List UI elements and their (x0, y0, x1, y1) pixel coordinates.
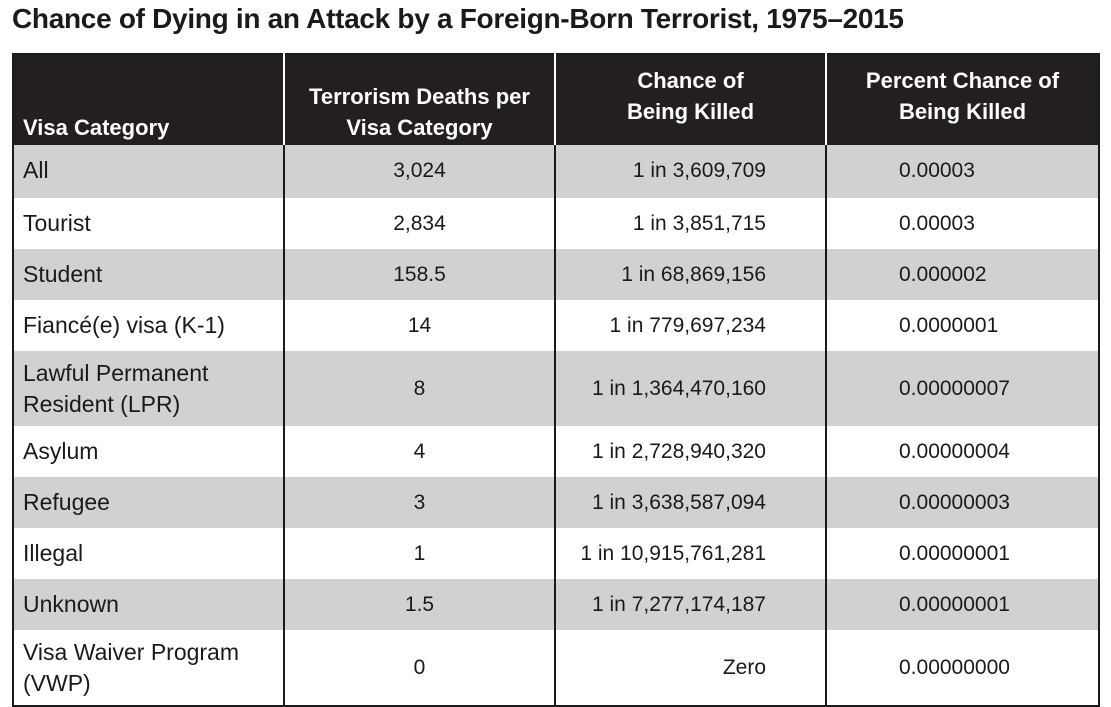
cell-percent: 0.00000004 (826, 426, 1099, 477)
header-percent-line2: Being Killed (898, 99, 1027, 124)
header-deaths-line2: Visa Category (346, 115, 493, 140)
cell-visa-category: All (13, 145, 285, 198)
header-row: Visa Category Terrorism Deaths per Visa … (13, 54, 1099, 145)
cell-visa-category-line2: Resident (LPR) (23, 390, 181, 417)
cell-percent: 0.000002 (826, 249, 1099, 300)
cell-chance: 1 in 3,638,587,094 (555, 477, 827, 528)
cell-percent: 0.00000001 (826, 528, 1099, 579)
cell-percent: 0.00000000 (826, 630, 1099, 706)
cell-percent: 0.00003 (826, 198, 1099, 249)
cell-chance: 1 in 3,851,715 (555, 198, 827, 249)
cell-chance: 1 in 1,364,470,160 (555, 351, 827, 426)
cell-percent: 0.00000003 (826, 477, 1099, 528)
cell-deaths: 14 (284, 300, 556, 351)
cell-chance: 1 in 68,869,156 (555, 249, 827, 300)
cell-visa-category-line1: Visa Waiver Program (23, 638, 240, 665)
header-chance-line2: Being Killed (626, 99, 755, 124)
cell-visa-category-line2: (VWP) (23, 669, 91, 696)
cell-deaths: 3,024 (284, 145, 556, 198)
cell-visa-category: Illegal (13, 528, 285, 579)
cell-deaths: 8 (284, 351, 556, 426)
table-row: Tourist 2,834 1 in 3,851,715 0.00003 (13, 198, 1099, 249)
cell-percent: 0.00000007 (826, 351, 1099, 426)
table-row: Refugee 3 1 in 3,638,587,094 0.00000003 (13, 477, 1099, 528)
table-row: Fiancé(e) visa (K-1) 14 1 in 779,697,234… (13, 300, 1099, 351)
header-percent-line1: Percent Chance of (865, 68, 1060, 93)
cell-visa-category: Unknown (13, 579, 285, 630)
cell-chance: Zero (555, 630, 827, 706)
table-row: All 3,024 1 in 3,609,709 0.00003 (13, 145, 1099, 198)
cell-chance: 1 in 779,697,234 (555, 300, 827, 351)
cell-deaths: 0 (284, 630, 556, 706)
cell-chance: 1 in 2,728,940,320 (555, 426, 827, 477)
page-title: Chance of Dying in an Attack by a Foreig… (12, 3, 904, 34)
table-row: Unknown 1.5 1 in 7,277,174,187 0.0000000… (13, 579, 1099, 630)
header-deaths-line1: Terrorism Deaths per (309, 84, 530, 109)
cell-deaths: 3 (284, 477, 556, 528)
cell-chance: 1 in 3,609,709 (555, 145, 827, 198)
header-visa-category-label: Visa Category (23, 115, 170, 140)
cell-percent: 0.00000001 (826, 579, 1099, 630)
cell-visa-category: Refugee (13, 477, 285, 528)
header-terrorism-deaths: Terrorism Deaths per Visa Category (284, 54, 556, 145)
cell-percent: 0.0000001 (826, 300, 1099, 351)
header-percent-chance: Percent Chance of Being Killed (826, 54, 1099, 145)
cell-visa-category: Tourist (13, 198, 285, 249)
terrorism-risk-table: Visa Category Terrorism Deaths per Visa … (12, 53, 1100, 707)
header-chance-line1: Chance of (637, 68, 744, 93)
cell-deaths: 1.5 (284, 579, 556, 630)
table-row: Illegal 1 1 in 10,915,761,281 0.00000001 (13, 528, 1099, 579)
cell-percent: 0.00003 (826, 145, 1099, 198)
table-row: Asylum 4 1 in 2,728,940,320 0.00000004 (13, 426, 1099, 477)
cell-visa-category-line1: Lawful Permanent (23, 359, 209, 386)
cell-deaths: 158.5 (284, 249, 556, 300)
cell-chance: 1 in 10,915,761,281 (555, 528, 827, 579)
cell-chance: 1 in 7,277,174,187 (555, 579, 827, 630)
table-body: All 3,024 1 in 3,609,709 0.00003 Tourist… (13, 145, 1099, 706)
table-header: Visa Category Terrorism Deaths per Visa … (13, 54, 1099, 145)
table-row: Lawful Permanent Resident (LPR) 8 1 in 1… (13, 351, 1099, 426)
terrorism-risk-table-container: Visa Category Terrorism Deaths per Visa … (12, 53, 1100, 707)
cell-visa-category: Student (13, 249, 285, 300)
cell-visa-category: Lawful Permanent Resident (LPR) (13, 351, 285, 426)
cell-visa-category: Asylum (13, 426, 285, 477)
table-row: Visa Waiver Program (VWP) 0 Zero 0.00000… (13, 630, 1099, 706)
cell-visa-category: Visa Waiver Program (VWP) (13, 630, 285, 706)
header-visa-category: Visa Category (13, 54, 285, 145)
cell-deaths: 4 (284, 426, 556, 477)
table-row: Student 158.5 1 in 68,869,156 0.000002 (13, 249, 1099, 300)
cell-deaths: 1 (284, 528, 556, 579)
header-chance-killed: Chance of Being Killed (555, 54, 827, 145)
cell-visa-category: Fiancé(e) visa (K-1) (13, 300, 285, 351)
cell-deaths: 2,834 (284, 198, 556, 249)
